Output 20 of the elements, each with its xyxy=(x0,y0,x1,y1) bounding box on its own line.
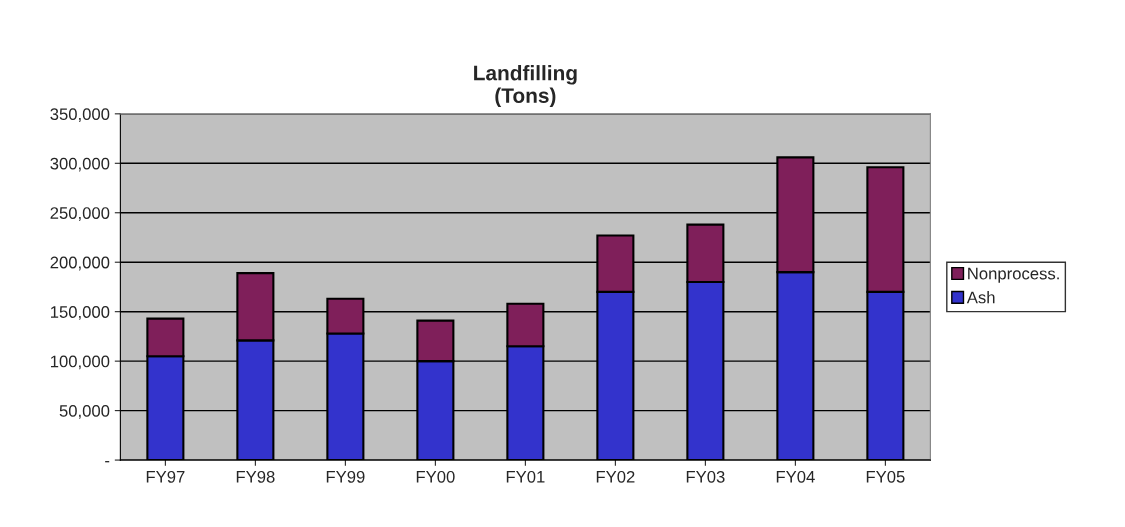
x-tick-label: FY00 xyxy=(416,470,455,483)
x-tick-label: FY04 xyxy=(776,470,815,483)
y-tick-label: 350,000 xyxy=(50,108,110,122)
x-tick-label: FY05 xyxy=(866,470,905,483)
x-tick-label: FY97 xyxy=(146,470,185,483)
y-tick-label: - xyxy=(105,461,110,463)
x-tick-label: FY02 xyxy=(596,470,635,483)
y-tick-label: 250,000 xyxy=(50,207,110,221)
y-tick-label: 300,000 xyxy=(50,157,110,172)
y-tick-label: 150,000 xyxy=(50,306,110,320)
x-tick-label: FY03 xyxy=(686,470,725,483)
legend-label: Ash xyxy=(966,291,995,304)
x-tick-label: FY01 xyxy=(506,470,545,483)
y-tick-label: 200,000 xyxy=(50,256,110,271)
x-tick-label: FY99 xyxy=(326,470,365,483)
chart-title: Landfilling (Tons) xyxy=(474,65,577,108)
y-tick-label: 100,000 xyxy=(50,355,110,370)
y-tick-label: 50,000 xyxy=(59,405,110,419)
x-tick-label: FY98 xyxy=(236,470,275,483)
legend-label: Nonprocess. xyxy=(968,267,1059,283)
